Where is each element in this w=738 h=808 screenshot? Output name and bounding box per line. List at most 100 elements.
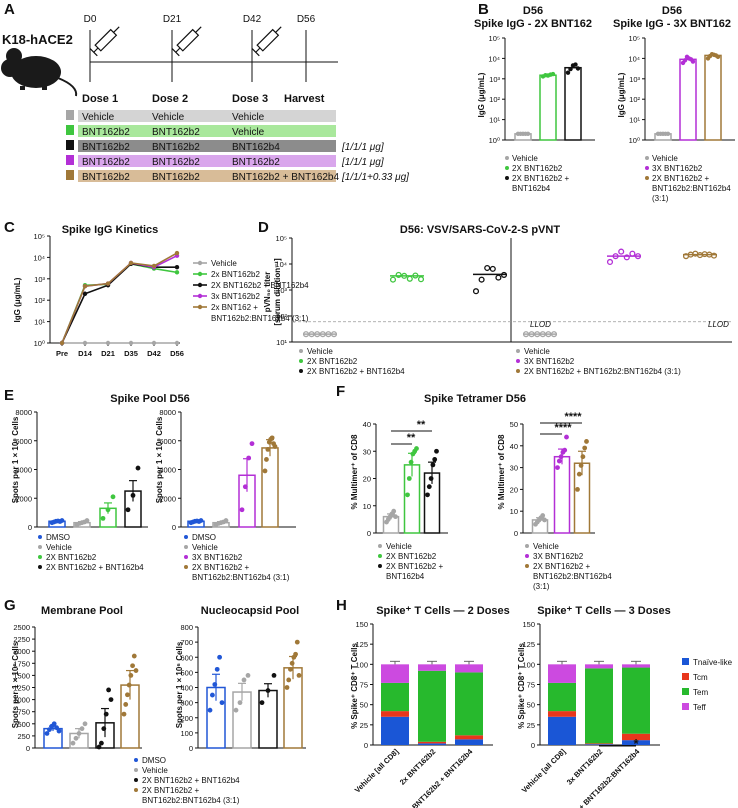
panel-h: H Spike⁺ T Cells — 2 Doses Spike⁺ T Cell… — [336, 597, 733, 808]
panel-b-right-ylabel: IgG (μg/mL) — [617, 72, 626, 117]
panel-c-y-tick-label: 10⁴ — [33, 253, 45, 262]
legend-marker-3x-b4 — [525, 564, 529, 568]
bar — [258, 689, 278, 749]
data-point — [219, 700, 225, 706]
panel-h-right-x-tick-label: 3x BNT162b2 — [565, 747, 605, 787]
data-point — [555, 465, 560, 470]
panel-g-left-y-tick-label: 250 — [17, 732, 30, 741]
legend-item: BNT162b4 — [386, 572, 425, 581]
legend-marker-2x — [378, 554, 382, 558]
panel-c-y-tick-label: 10¹ — [34, 318, 45, 327]
legend-item: BNT162b4 — [512, 184, 551, 193]
panel-d: D D56: VSV/SARS-CoV-2-S pVNT pVN₅₀ titer… — [258, 219, 732, 376]
legend-item: 3X BNT162b2 — [533, 552, 584, 561]
legend-marker-2x-b4 — [134, 778, 138, 782]
legend-swatch-tcm — [682, 673, 689, 680]
panel-g-left-y-tick-label: 750 — [17, 708, 30, 717]
data-point — [59, 518, 65, 523]
panel-f-right-y-tick-label: 10 — [510, 507, 518, 516]
legend-item: 2X BNT162b2 + BNT162b2:BNT162b4 (3:1) — [524, 367, 681, 376]
data-point — [79, 726, 85, 732]
panel-h-right-ylabel: % Spike⁺ CD8⁺ T Cells — [517, 643, 526, 729]
data-point — [151, 263, 157, 269]
legend-marker-3x — [525, 554, 529, 558]
panel-g-left-y-tick-label: 0 — [26, 744, 30, 753]
panel-f-left-y-tick-label: 40 — [363, 420, 371, 429]
regimen-color-swatch — [66, 155, 74, 165]
panel-c-x-tick-label: D21 — [101, 349, 115, 358]
panel-g-left-y-tick-label: 1750 — [13, 659, 30, 668]
data-point — [562, 447, 568, 453]
panel-f-right-ylabel: % Multimer⁺ of CD8 — [497, 434, 506, 509]
panel-g-left-y-tick-label: 1250 — [13, 684, 30, 693]
stacked-segment — [548, 682, 576, 712]
data-point — [151, 340, 157, 346]
legend-marker-vehicle — [134, 768, 138, 772]
legend-marker-vehicle — [38, 545, 42, 549]
regimen-cell: BNT162b2 — [82, 172, 130, 183]
stacked-segment — [548, 664, 576, 683]
panel-h-left-x-tick-label: 2x BNT162b2 — [398, 747, 438, 787]
legend-marker-2x — [299, 359, 303, 363]
panel-c-x-tick-label: D42 — [147, 349, 161, 358]
data-point — [428, 476, 434, 481]
data-point — [217, 654, 223, 660]
chart-tcell-2dose: 0 25 50 75 100 125 150 Vehicle [all CD8]2x BNT1… — [353, 620, 493, 808]
panel-c: C Spike IgG Kinetics IgG (μg/mL) 10⁰10¹1… — [4, 219, 309, 358]
data-point — [82, 721, 88, 727]
legend-item: BNT162b2:BNT162b4 (3:1) — [211, 314, 309, 323]
legend-marker-vehicle — [505, 156, 509, 160]
data-point — [131, 653, 137, 659]
panel-h-right-y-tick-label: 100 — [522, 660, 535, 669]
data-point — [575, 487, 580, 492]
data-point — [408, 459, 414, 465]
panel-d-title: D56: VSV/SARS-CoV-2-S pVNT — [400, 224, 560, 236]
panel-f-right-y-tick-label: 20 — [510, 485, 518, 494]
legend-item: Tcm — [693, 673, 708, 682]
data-point — [525, 131, 531, 137]
panel-c-x-tick-label: D56 — [170, 349, 184, 358]
stacked-segment — [622, 740, 650, 745]
data-point — [623, 254, 630, 261]
data-point — [106, 687, 111, 693]
data-point — [56, 728, 62, 734]
data-point — [54, 725, 59, 731]
legend-item: Vehicle — [46, 543, 72, 552]
legend-item: 2X BNT162b2 + BNT162b4 — [211, 281, 309, 290]
legend-marker — [197, 271, 203, 277]
panel-h-left-y-tick-label: 50 — [360, 701, 368, 710]
regimen-cell: BNT162b2 — [82, 127, 130, 138]
data-point — [565, 70, 571, 75]
regimen-cell: Vehicle — [232, 127, 265, 138]
data-point — [542, 517, 547, 523]
regimen-color-swatch — [66, 140, 74, 150]
data-point — [584, 439, 589, 444]
data-point — [174, 250, 180, 256]
panel-e-right-legend: DMSO Vehicle 3X BNT162b2 2X BNT162b2 + B… — [184, 533, 290, 582]
legend-swatch-teff — [682, 703, 689, 710]
data-point — [130, 492, 136, 498]
data-point — [629, 250, 636, 257]
panel-e-left-y-tick-label: 0 — [28, 523, 32, 532]
legend-item: Teff — [693, 703, 707, 712]
chart-tcell-3dose: 0 25 50 75 100 125 150 Vehicle [all CD8]3x BNT1… — [520, 620, 660, 808]
panel-h-right-y-tick-label: 25 — [527, 721, 535, 730]
data-point — [293, 651, 298, 657]
legend-item: Vehicle — [307, 347, 333, 356]
panel-h-legend: Tnaïve-like Tcm Tem Teff — [682, 658, 733, 712]
legend-item: 2X BNT162b2 + — [512, 174, 569, 183]
legend-item: Vehicle — [192, 543, 218, 552]
stacked-segment — [381, 711, 409, 717]
panel-g-right-y-tick-label: 100 — [180, 729, 193, 738]
stacked-segment — [455, 739, 483, 745]
panel-d-y-tick-label: 10³ — [276, 286, 287, 295]
legend-item: 2X BNT162b2 + — [142, 786, 199, 795]
chart-spike-pool-right: 0 2000 4000 6000 8000 — [159, 408, 296, 532]
data-point — [239, 507, 245, 513]
legend-marker-2x-b4 — [299, 369, 303, 373]
legend-item: 3X BNT162b2 — [524, 357, 575, 366]
legend-item: 2X BNT162b2 — [386, 552, 437, 561]
data-point — [414, 446, 419, 451]
panel-g-left-y-tick-label: 500 — [17, 720, 30, 729]
panel-g-left-ylabel: Spots per 1 × 10⁶ Cells — [11, 641, 20, 728]
